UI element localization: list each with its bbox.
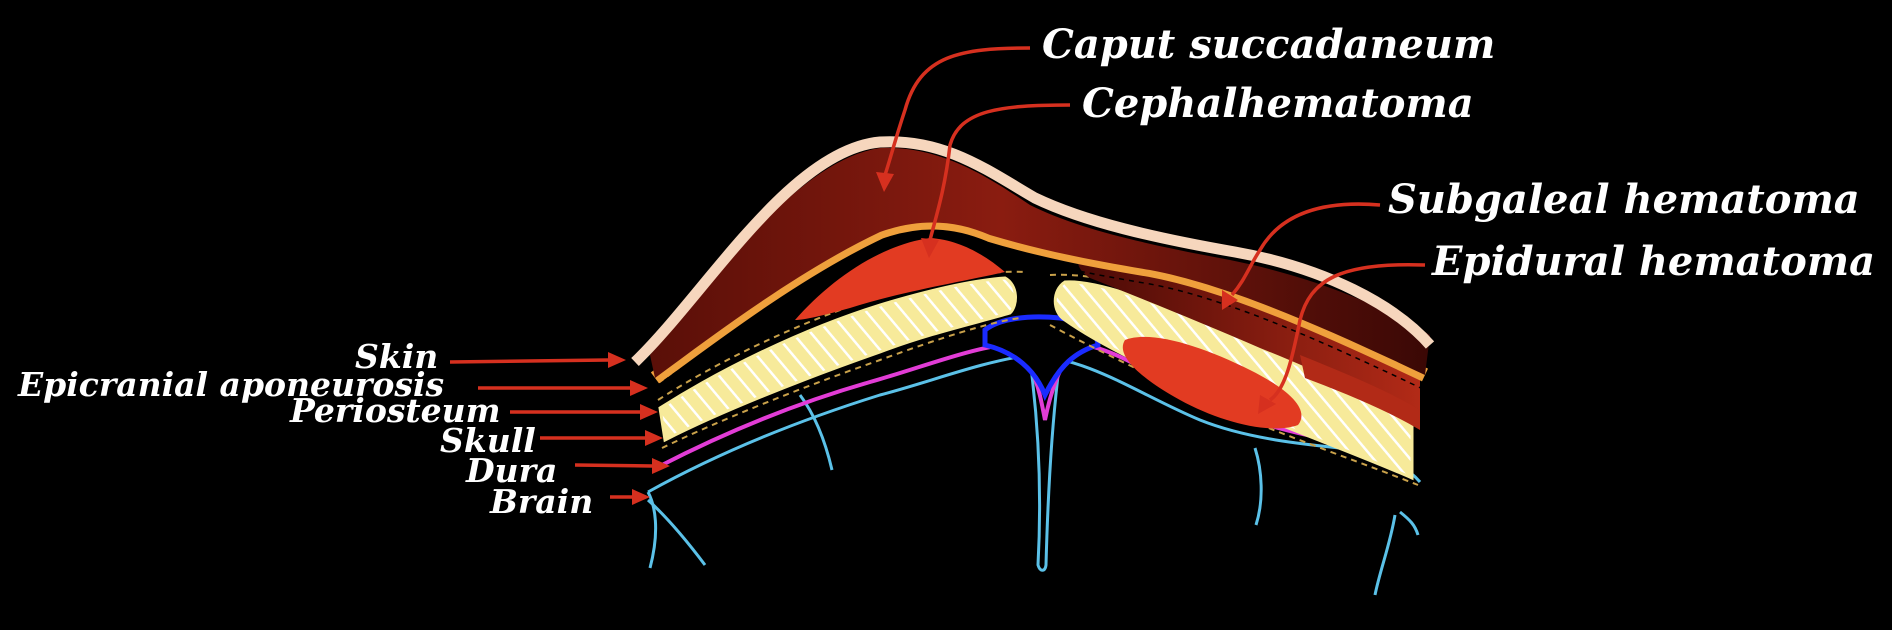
skull-left [658, 276, 1017, 443]
label-epidural-hematoma: Epidural hematoma [1431, 238, 1875, 285]
left-arrows [449, 352, 670, 505]
callout-arrows [876, 46, 1426, 414]
label-skull: Skull [440, 421, 536, 460]
cephalhematoma-region [795, 238, 1005, 320]
label-skin: Skin [355, 337, 438, 376]
skin-layer [631, 136, 1435, 366]
aponeurosis-dash [647, 236, 1426, 393]
label-cephalhematoma: Cephalhematoma [1082, 80, 1474, 127]
epidural-hematoma-region [1122, 336, 1302, 429]
label-epicranial-aponeurosis: Epicranial aponeurosis [17, 365, 444, 404]
label-dura: Dura [465, 451, 557, 490]
label-periosteum: Periosteum [289, 391, 501, 430]
label-subgaleal-hematoma: Subgaleal hematoma [1388, 176, 1860, 223]
label-brain: Brain [489, 482, 593, 521]
right-layer-tail [1300, 355, 1420, 430]
caput-succadaneum-region [650, 147, 1430, 378]
label-caput-succadaneum: Caput succadaneum [1042, 21, 1495, 68]
